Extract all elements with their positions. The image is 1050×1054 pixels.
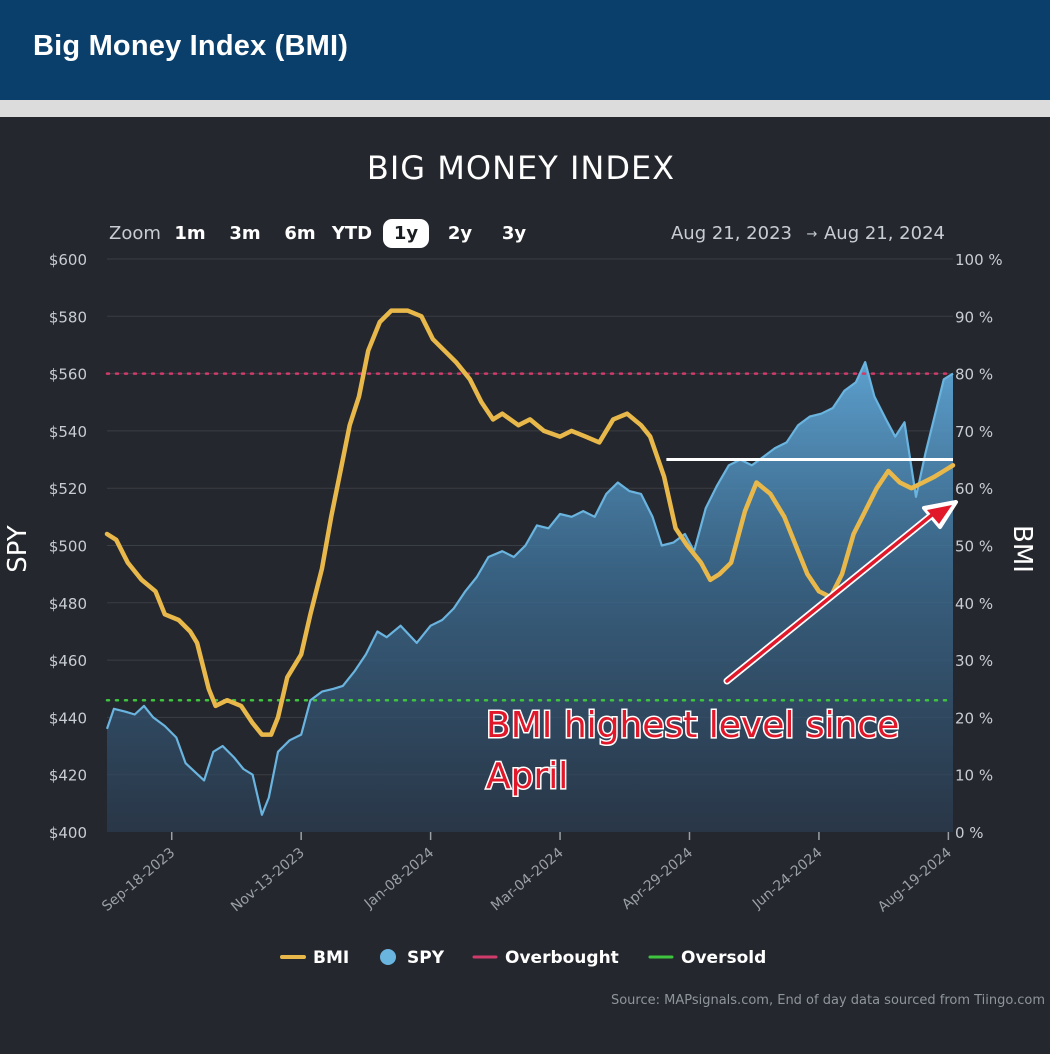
x-tick-label: Sep-18-2023 xyxy=(99,845,178,915)
date-arrow: → xyxy=(807,227,818,242)
left-tick-label: $420 xyxy=(49,767,87,785)
annotation-line-2: April xyxy=(486,756,568,797)
right-tick-label: 90 % xyxy=(955,308,993,326)
left-tick-label: $540 xyxy=(49,423,87,441)
range-button-label: 3m xyxy=(229,223,260,244)
bmi-line-group xyxy=(104,308,956,737)
chart-card: BIG MONEY INDEX Zoom 1m 3m 6m YTD 1y 2y 3y Aug… xyxy=(0,117,1050,1050)
x-tick-label: Apr-29-2024 xyxy=(619,845,696,913)
banner-divider xyxy=(0,100,1050,117)
legend: BMI SPY Overbought Oversold xyxy=(280,948,766,968)
left-tick-label: $480 xyxy=(49,595,87,613)
x-axis: Sep-18-2023 Nov-13-2023 Jan-08-2024 Mar-04-… xyxy=(99,832,955,915)
x-tick-label: Nov-13-2023 xyxy=(228,845,308,915)
range-button-label: 3y xyxy=(502,223,527,244)
date-to[interactable]: Aug 21, 2024 xyxy=(824,223,945,244)
range-button-1y[interactable]: 1y xyxy=(383,219,429,248)
range-button-1m[interactable]: 1m xyxy=(174,223,205,244)
left-axis-ticks: $400 $420 $440 $460 $480 $500 $520 $540 $560 $580… xyxy=(49,251,87,842)
left-tick-label: $520 xyxy=(49,480,87,498)
left-tick-label: $580 xyxy=(49,308,87,326)
range-button-2y[interactable]: 2y xyxy=(448,223,473,244)
range-button-label: YTD xyxy=(331,223,372,244)
range-button-label: 6m xyxy=(284,223,315,244)
x-tick-label: Aug-19-2024 xyxy=(875,845,955,916)
left-tick-label: $560 xyxy=(49,366,87,384)
right-tick-label: 30 % xyxy=(955,652,993,670)
legend-item-spy[interactable]: SPY xyxy=(380,948,445,968)
right-tick-label: 50 % xyxy=(955,538,993,556)
range-button-label: 1y xyxy=(394,223,419,244)
chart-title: BIG MONEY INDEX xyxy=(367,149,675,187)
right-axis-label: BMI xyxy=(1007,525,1037,573)
legend-item-oversold[interactable]: Oversold xyxy=(648,948,766,968)
right-tick-label: 0 % xyxy=(955,824,984,842)
legend-label: BMI xyxy=(313,948,349,968)
right-tick-label: 40 % xyxy=(955,595,993,613)
range-button-6m[interactable]: 6m xyxy=(284,223,315,244)
right-tick-label: 10 % xyxy=(955,767,993,785)
left-axis-label: SPY xyxy=(3,525,33,573)
range-button-label: 2y xyxy=(448,223,473,244)
range-button-ytd[interactable]: YTD xyxy=(331,223,372,244)
right-tick-label: 100 % xyxy=(955,251,1003,269)
bmi-chart: BIG MONEY INDEX Zoom 1m 3m 6m YTD 1y 2y 3y Aug… xyxy=(3,149,1045,1008)
left-tick-label: $500 xyxy=(49,538,87,556)
spy-area xyxy=(107,362,953,832)
left-tick-label: $440 xyxy=(49,709,87,727)
x-tick-label: Jun-24-2024 xyxy=(749,845,826,913)
source-note: Source: MAPsignals.com, End of day data … xyxy=(611,993,1045,1008)
reference-lines xyxy=(105,372,955,702)
legend-label: Oversold xyxy=(681,948,766,968)
spy-line xyxy=(105,361,954,816)
left-tick-label: $400 xyxy=(49,824,87,842)
legend-item-bmi[interactable]: BMI xyxy=(280,948,349,968)
spy-area-group xyxy=(105,361,954,832)
legend-swatch xyxy=(380,949,396,965)
legend-label: Overbought xyxy=(505,948,619,968)
annotation-line-1: BMI highest level since xyxy=(486,705,899,746)
right-tick-label: 80 % xyxy=(955,366,993,384)
right-tick-label: 70 % xyxy=(955,423,993,441)
x-tick-label: Jan-08-2024 xyxy=(361,845,437,913)
zoom-label: Zoom xyxy=(109,223,161,244)
banner-title: Big Money Index (BMI) xyxy=(33,30,349,62)
left-tick-label: $460 xyxy=(49,652,87,670)
right-axis-ticks: 0 % 10 % 20 % 30 % 40 % 50 % 60 % 70 % 80 % 90 % 1… xyxy=(955,251,1003,842)
right-tick-label: 60 % xyxy=(955,480,993,498)
date-from[interactable]: Aug 21, 2023 xyxy=(671,223,792,244)
active-range-highlight xyxy=(383,219,429,248)
zoom-toolbar: Zoom 1m 3m 6m YTD 1y 2y 3y Aug 21, 2023 → Aug … xyxy=(109,219,945,248)
bmi-line xyxy=(104,308,956,737)
range-button-3m[interactable]: 3m xyxy=(229,223,260,244)
range-button-3y[interactable]: 3y xyxy=(502,223,527,244)
header-banner: Big Money Index (BMI) xyxy=(0,0,1050,100)
x-tick-label: Mar-04-2024 xyxy=(488,845,567,915)
annotation-arrow xyxy=(723,500,958,685)
right-tick-label: 20 % xyxy=(955,709,993,727)
legend-item-overbought[interactable]: Overbought xyxy=(472,948,619,968)
left-tick-label: $600 xyxy=(49,251,87,269)
legend-label: SPY xyxy=(407,948,445,968)
range-button-label: 1m xyxy=(174,223,205,244)
